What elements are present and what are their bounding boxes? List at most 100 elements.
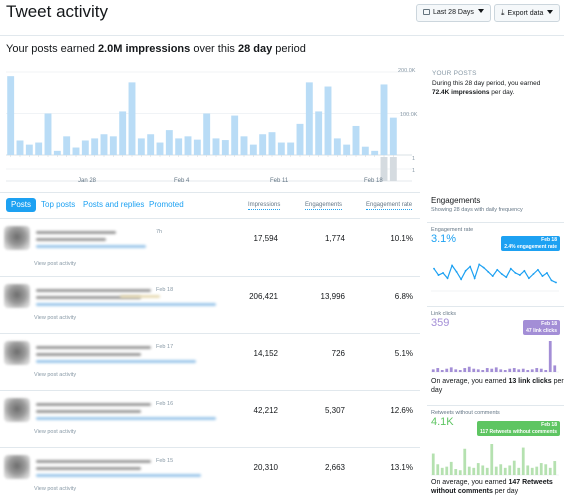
- impressions-summary: Your posts earned 2.0M impressions over …: [6, 43, 306, 55]
- impressions-bar: [315, 111, 323, 155]
- retweets-tooltip: Feb 18 117 Retweets without comments: [477, 421, 560, 436]
- mini-bar: [508, 465, 512, 475]
- view-post-activity-link[interactable]: View post activity: [34, 261, 77, 267]
- engagement-rate-point: [514, 272, 517, 274]
- impressions-bar: [193, 139, 201, 155]
- engagement-rate-point: [478, 263, 481, 266]
- mini-bar: [467, 466, 471, 475]
- chevron-down-icon: [477, 9, 484, 13]
- note-prefix: On average, you earned: [431, 378, 509, 385]
- engagement-rate-point: [446, 277, 449, 280]
- engagement-rate-card[interactable]: Engagement rate 3.1% Feb 18 2.4% engagem…: [427, 222, 564, 298]
- table-row[interactable]: Feb 16 View post activity 42,212 5,307 12.6%: [0, 390, 420, 447]
- mini-bar: [467, 366, 471, 372]
- impressions-bar: [165, 130, 173, 155]
- impressions-value: 42,212: [253, 406, 278, 415]
- retweets-card[interactable]: Retweets without comments 4.1K Feb 18 11…: [427, 405, 564, 500]
- tab-posts[interactable]: Posts: [6, 198, 37, 212]
- post-date: Feb 17: [156, 344, 174, 350]
- mini-bar: [548, 467, 552, 475]
- note-bold: 13 link clicks: [508, 378, 552, 385]
- impressions-bar: [259, 134, 267, 155]
- table-row[interactable]: Feb 17 View post activity 14,152 726 5.1%: [0, 333, 420, 390]
- table-row[interactable]: 7h View post activity 17,594 1,774 10.1%: [0, 218, 420, 275]
- table-row[interactable]: Feb 18 View post activity 206,421 13,996 6.8…: [0, 276, 420, 333]
- date-range-button[interactable]: Last 28 Days: [416, 4, 491, 22]
- engagement-rate-point: [469, 265, 472, 268]
- column-header-engagement-rate[interactable]: Engagement rate: [366, 202, 413, 210]
- table-row[interactable]: Feb 15 View post activity 20,310 2,663 13.1%: [0, 447, 420, 500]
- impressions-bar: [175, 138, 183, 155]
- impressions-bar: [277, 142, 285, 155]
- x-tick-label: Jan 28: [78, 178, 97, 184]
- impressions-bar: [16, 140, 24, 155]
- post-date: Feb 16: [156, 401, 174, 407]
- x-tick-label: Feb 18: [364, 178, 383, 184]
- mini-bar: [490, 368, 494, 372]
- impressions-bar: [53, 150, 61, 155]
- link-clicks-bar-chart: [431, 341, 559, 373]
- mini-bar: [476, 369, 480, 372]
- summary-prefix: Your posts earned: [6, 43, 98, 55]
- secondary-tick-label: 1: [412, 156, 416, 162]
- impressions-bar: [324, 86, 332, 155]
- date-range-label: Last 28 Days: [433, 9, 474, 16]
- mini-bar: [481, 465, 485, 475]
- view-post-activity-link[interactable]: View post activity: [34, 372, 77, 378]
- mini-bar: [449, 367, 453, 372]
- impressions-bar: [128, 82, 136, 155]
- impressions-value: 17,594: [253, 234, 278, 243]
- mini-bar: [530, 369, 534, 372]
- summary-suffix: period: [272, 43, 306, 55]
- page-title: Tweet activity: [6, 2, 109, 21]
- impressions-bar: [380, 84, 388, 155]
- impressions-bar: [231, 115, 239, 155]
- mini-bar: [512, 460, 516, 475]
- engagement-rate-point: [537, 268, 539, 271]
- tooltip-date: Feb 18: [541, 237, 557, 243]
- impressions-bar-chart[interactable]: [6, 65, 418, 189]
- mini-bar: [503, 370, 507, 372]
- mini-bar: [521, 447, 525, 475]
- impressions-bar: [305, 82, 313, 155]
- retweets-label: Retweets without comments: [431, 410, 500, 416]
- section-divider: [0, 192, 420, 193]
- impressions-value: 20,310: [253, 463, 278, 472]
- blurred-text: [36, 289, 151, 292]
- mini-bar: [445, 368, 449, 372]
- tab-posts-and-replies[interactable]: Posts and replies: [83, 200, 145, 209]
- column-header-engagements[interactable]: Engagements: [305, 202, 343, 210]
- mini-bar: [481, 370, 485, 372]
- view-post-activity-link[interactable]: View post activity: [34, 486, 77, 492]
- mini-bar: [530, 467, 534, 475]
- column-header-impressions[interactable]: Impressions: [248, 202, 281, 210]
- summary-middle: over this: [190, 43, 238, 55]
- impressions-value: 206,421: [249, 292, 278, 301]
- blurred-text: [36, 231, 116, 234]
- mini-bar: [458, 370, 462, 372]
- view-post-activity-link[interactable]: View post activity: [34, 315, 77, 321]
- your-posts-impressions: 72.4K impressions: [432, 89, 490, 96]
- secondary-bar: [389, 157, 397, 181]
- link-clicks-card[interactable]: Link clicks 359 Feb 18 47 link clicks On…: [427, 306, 564, 398]
- impressions-bar: [212, 138, 220, 155]
- blurred-link: [36, 303, 216, 306]
- engagement-rate-label: Engagement rate: [431, 227, 474, 233]
- mini-bar: [454, 469, 458, 475]
- tab-promoted[interactable]: Promoted: [149, 200, 184, 209]
- impressions-bar: [296, 123, 304, 155]
- view-post-activity-link[interactable]: View post activity: [34, 429, 77, 435]
- tooltip-date: Feb 18: [541, 422, 557, 428]
- post-date: Feb 15: [156, 458, 174, 464]
- engagement-rate-point: [527, 277, 530, 280]
- engagement-rate-tooltip: Feb 18 2.4% engagement rate: [501, 236, 560, 251]
- impressions-bar: [268, 132, 276, 155]
- link-clicks-label: Link clicks: [431, 311, 457, 317]
- export-data-button[interactable]: ⤓ Export data: [494, 4, 561, 22]
- mini-bar: [440, 467, 444, 475]
- impressions-bar: [63, 136, 71, 155]
- your-posts-text: During this 28 day period, you earned 72…: [432, 79, 560, 97]
- note-suffix: per day: [492, 488, 519, 495]
- tab-top-posts[interactable]: Top posts: [41, 200, 76, 209]
- impressions-bar: [184, 136, 192, 155]
